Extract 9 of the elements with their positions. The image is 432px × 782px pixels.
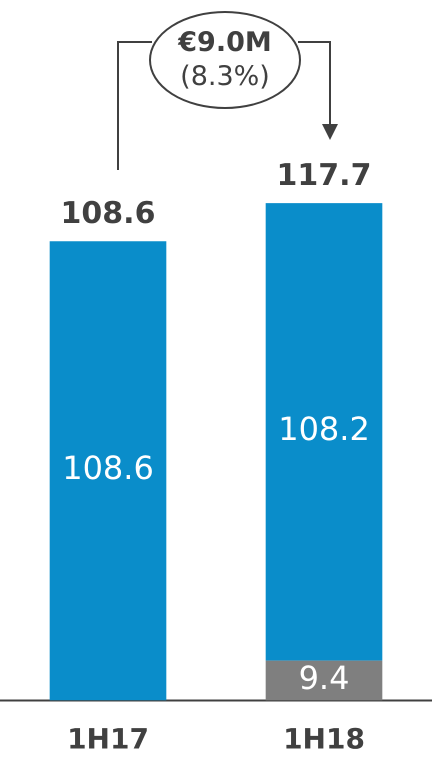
text: (8.3%)	[180, 60, 270, 94]
data-label: 108.2	[278, 410, 370, 448]
total-label: 117.7	[276, 158, 372, 193]
data-label: 108.6	[62, 449, 154, 488]
total-label: 108.6	[60, 196, 156, 231]
x-tick-label: 1H18	[283, 722, 365, 756]
data-label: 9.4	[298, 658, 350, 697]
x-tick-label: 1H17	[67, 722, 149, 756]
text: €9.0M	[178, 26, 272, 60]
